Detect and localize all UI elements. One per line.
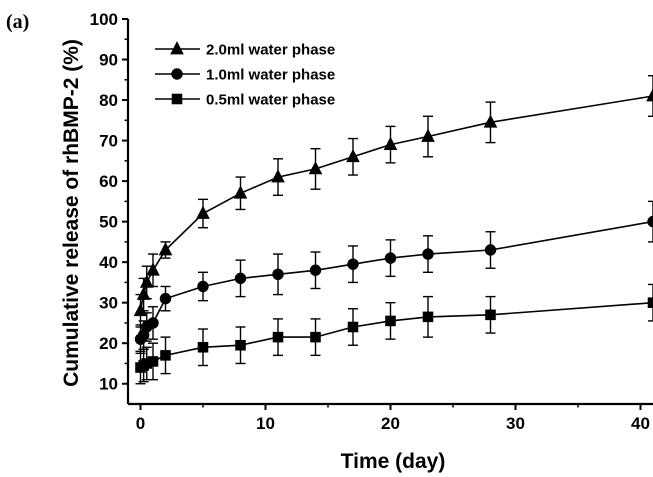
y-tick-label: 20	[99, 334, 118, 353]
series-line	[139, 95, 653, 311]
legend: 2.0ml water phase 1.0ml water phase 0.5ml …	[155, 41, 335, 109]
y-axis-title: Cumulative release of rhBMP-2 (%)	[60, 39, 83, 387]
data-point	[233, 185, 248, 199]
legend-marker	[170, 41, 184, 55]
data-point	[485, 309, 496, 321]
y-tick-label: 30	[99, 294, 118, 313]
panel-label: (a)	[6, 11, 29, 33]
data-point	[310, 331, 321, 343]
data-point	[272, 268, 284, 281]
data-point	[158, 242, 173, 256]
x-tick-label: 10	[256, 414, 275, 433]
data-point	[197, 341, 209, 353]
legend-marker	[171, 93, 183, 105]
data-point	[196, 205, 210, 219]
series-circle	[134, 200, 653, 355]
x-tick-label: 40	[631, 414, 650, 433]
data-point	[146, 262, 160, 276]
data-point	[384, 252, 397, 264]
x-tick-label: 20	[381, 414, 400, 433]
y-tick-label: 50	[99, 213, 118, 232]
data-point	[141, 358, 153, 369]
y-tick-label: 90	[99, 51, 118, 70]
x-axis-title: Time (day)	[341, 450, 446, 473]
legend-entry: 1.0ml water phase	[155, 67, 335, 84]
y-tick-label: 40	[99, 253, 118, 272]
data-point	[309, 264, 322, 276]
legend-label: 2.0ml water phase	[206, 42, 335, 59]
data-point	[385, 315, 396, 327]
y-tick-label: 70	[99, 132, 118, 151]
y-tick-label: 80	[99, 91, 118, 110]
data-point	[147, 356, 159, 367]
series-line	[139, 220, 653, 340]
series-layer	[133, 75, 653, 385]
data-point	[271, 169, 285, 183]
y-tick-label: 100	[90, 10, 118, 29]
data-point	[422, 311, 434, 323]
data-point	[484, 244, 497, 256]
data-point	[160, 350, 171, 361]
data-point	[197, 280, 209, 293]
legend-marker	[171, 68, 183, 80]
y-tick-label: 60	[99, 172, 118, 191]
data-point	[421, 128, 435, 142]
data-point	[347, 258, 359, 270]
data-point	[646, 88, 653, 102]
data-point	[139, 274, 154, 288]
series-square	[135, 283, 653, 385]
axes: 10 20 30 40 50 60 70 80 90 100 0 10 20 30 40	[90, 10, 653, 433]
data-point	[235, 339, 246, 351]
data-point	[383, 136, 398, 150]
data-point	[234, 272, 247, 285]
y-tick-label: 10	[99, 375, 118, 394]
data-point	[159, 292, 172, 305]
series-line	[140, 301, 653, 369]
x-tick-label: 0	[136, 414, 145, 433]
legend-label: 1.0ml water phase	[206, 67, 335, 84]
legend-label: 0.5ml water phase	[206, 92, 335, 109]
legend-entry: 2.0ml water phase	[155, 41, 335, 59]
data-point	[272, 331, 284, 343]
data-point	[308, 161, 323, 175]
series-triangle	[133, 75, 653, 328]
data-point	[483, 114, 498, 128]
x-tick-label: 30	[506, 414, 525, 433]
data-point	[133, 302, 148, 317]
data-point	[147, 317, 159, 329]
legend-entry: 0.5ml water phase	[155, 92, 335, 109]
data-point	[346, 148, 360, 163]
data-point	[136, 286, 151, 300]
data-point	[647, 215, 653, 228]
data-point	[422, 248, 434, 260]
data-point	[347, 321, 359, 333]
data-point	[647, 297, 653, 308]
